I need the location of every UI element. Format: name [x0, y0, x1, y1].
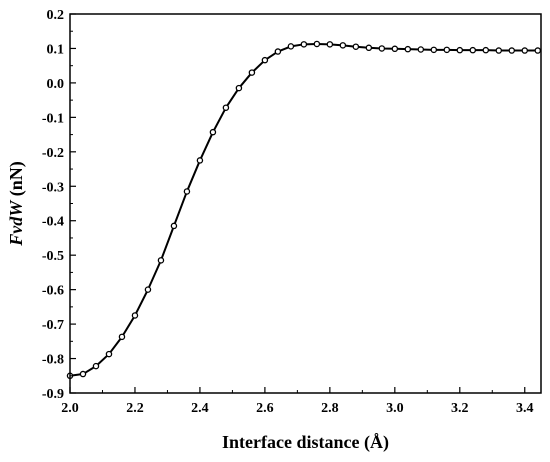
x-tick-label: 2.8: [321, 401, 339, 416]
series-line: [69, 42, 541, 377]
y-tick-label: -0.7: [42, 318, 64, 333]
data-point: [92, 362, 100, 370]
data-point: [417, 46, 425, 53]
data-point: [274, 48, 282, 55]
data-point: [118, 333, 126, 341]
data-point: [313, 40, 321, 48]
data-point: [222, 104, 230, 111]
data-point: [456, 46, 464, 54]
data-point: [235, 84, 243, 92]
data-point: [508, 47, 516, 54]
y-axis-title-symbol: FvdW: [6, 199, 26, 247]
data-point: [157, 257, 165, 264]
data-point: [482, 46, 490, 54]
y-tick-label: -0.4: [42, 215, 64, 230]
data-point: [404, 45, 412, 53]
data-point: [300, 41, 308, 48]
y-tick-label: -0.8: [42, 353, 64, 368]
data-point: [495, 47, 503, 54]
data-point: [196, 157, 204, 164]
y-tick-label: 0.0: [47, 77, 65, 92]
y-tick-label: 0.1: [47, 42, 65, 57]
y-tick-label: -0.1: [42, 111, 64, 126]
data-point: [391, 45, 399, 53]
y-tick-label: -0.9: [42, 387, 64, 402]
data-point: [534, 47, 542, 54]
x-axis-title: Interface distance (Å): [222, 432, 389, 453]
data-point: [170, 222, 178, 230]
data-point: [105, 350, 113, 358]
plot-frame: [69, 13, 542, 394]
data-point: [443, 46, 451, 54]
x-tick-label: 3.2: [451, 401, 469, 416]
data-point: [183, 188, 191, 195]
y-axis-title: FvdW (nN): [6, 161, 27, 247]
y-tick-label: -0.6: [42, 284, 64, 299]
y-tick-label: -0.3: [42, 180, 64, 195]
data-point: [144, 286, 152, 293]
data-point: [131, 312, 139, 319]
data-point: [521, 47, 529, 54]
y-tick-label: 0.2: [47, 8, 65, 23]
y-tick-label: -0.2: [42, 146, 64, 161]
x-tick-label: 2.0: [61, 401, 79, 416]
data-point: [352, 43, 360, 50]
chart-marks: [66, 40, 542, 380]
x-tick-label: 2.4: [191, 401, 209, 416]
data-point: [287, 43, 295, 50]
tick-labels: 2.0 2.2 2.4 2.6 2.8 3.0 3.2 3.4 0.2 0.1 0.0 -0.1 -0.…: [42, 8, 534, 416]
data-point: [430, 46, 438, 54]
data-point: [79, 370, 87, 378]
axis-ticks: [69, 13, 526, 394]
data-point: [209, 128, 217, 136]
data-point: [469, 46, 477, 54]
data-point: [339, 42, 347, 49]
data-point: [326, 41, 334, 48]
x-tick-label: 2.2: [126, 401, 144, 416]
y-tick-label: -0.5: [42, 249, 64, 264]
data-point: [248, 69, 256, 76]
x-tick-label: 3.4: [516, 401, 534, 416]
x-tick-label: 2.6: [256, 401, 274, 416]
y-axis-title-unit: (nN): [6, 161, 27, 201]
x-tick-label: 3.0: [386, 401, 404, 416]
data-point: [365, 44, 373, 52]
data-point: [261, 56, 269, 64]
data-point: [378, 45, 386, 52]
